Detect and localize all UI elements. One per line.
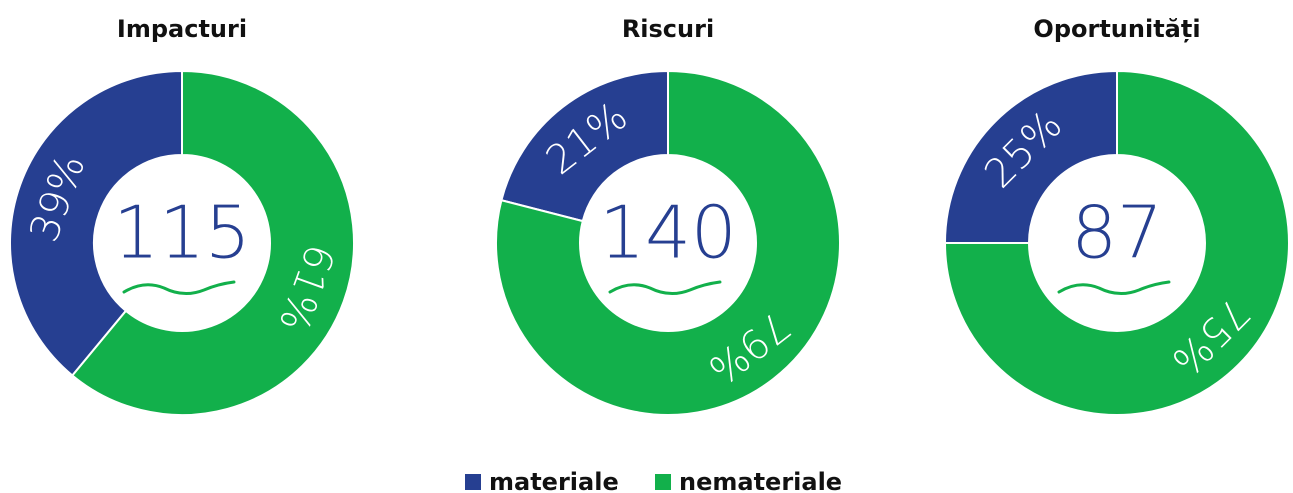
chart-title: Impacturi (117, 15, 247, 43)
donut-segment (500, 69, 669, 223)
donut-segment (70, 69, 355, 416)
donut-segment (495, 69, 841, 416)
legend-swatch (465, 474, 481, 490)
chart-title: Oportunități (1033, 15, 1200, 43)
legend-label: materiale (489, 468, 619, 493)
wave-decoration (122, 280, 236, 295)
donut-segment (943, 69, 1118, 244)
chart-title: Riscuri (622, 15, 714, 43)
wave-decoration (608, 280, 722, 295)
legend-swatch (655, 474, 671, 490)
donut-segment (943, 69, 1290, 416)
center-total: 87 (1071, 191, 1163, 275)
center-total: 115 (113, 191, 250, 275)
center-total: 140 (599, 191, 736, 275)
wave-decoration (1057, 280, 1171, 295)
donut-segment (9, 69, 183, 377)
legend-label: nemateriale (679, 468, 842, 493)
